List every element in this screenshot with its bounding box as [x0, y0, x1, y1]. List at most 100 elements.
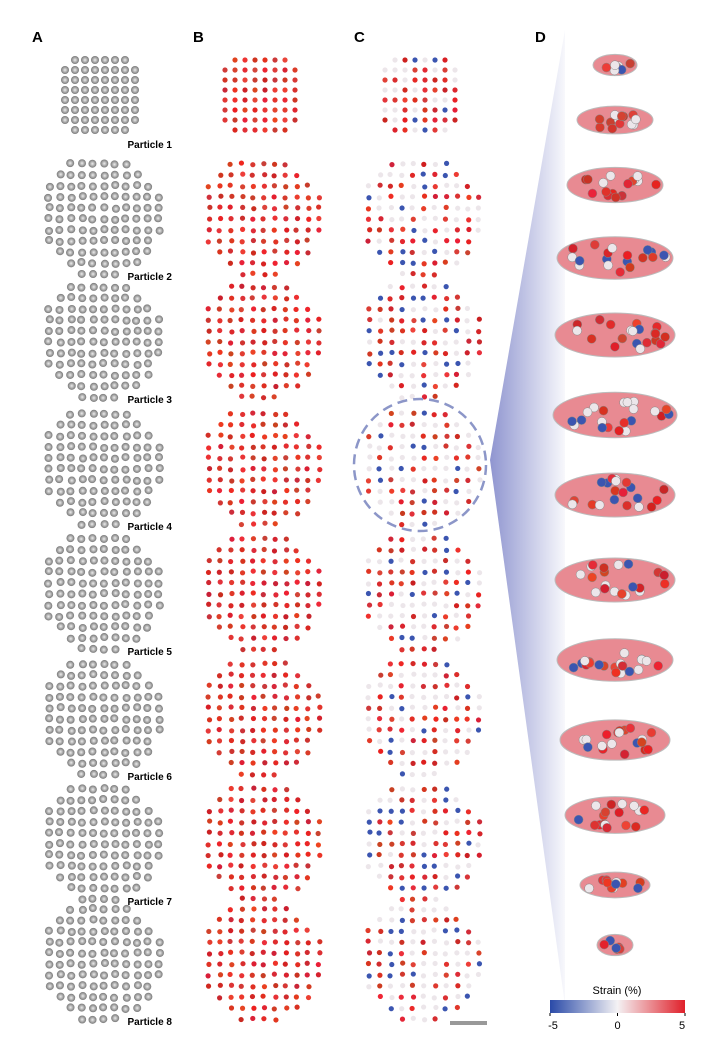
atom	[366, 973, 372, 979]
atom	[594, 660, 604, 670]
atom	[455, 938, 461, 945]
atom	[227, 907, 233, 913]
atom	[121, 360, 130, 369]
atom	[305, 602, 311, 609]
atom	[133, 726, 142, 735]
atom	[600, 583, 610, 594]
atom	[398, 661, 404, 667]
atom	[77, 567, 86, 576]
atom	[143, 476, 152, 485]
atom	[111, 315, 120, 324]
atom	[454, 317, 460, 323]
atom	[144, 464, 153, 473]
atom	[111, 633, 120, 642]
atom	[284, 547, 290, 553]
atom	[240, 433, 246, 439]
atom	[122, 807, 131, 816]
atom	[295, 797, 301, 803]
atom	[454, 830, 460, 837]
atom	[422, 228, 428, 234]
atom	[88, 949, 97, 958]
atom	[282, 917, 288, 923]
atom	[580, 656, 590, 666]
atom	[366, 841, 372, 847]
atom	[648, 252, 658, 262]
atom	[122, 475, 131, 484]
atom	[99, 905, 108, 914]
atom	[45, 861, 54, 870]
atom	[144, 927, 153, 936]
atom	[77, 927, 86, 936]
atom	[262, 272, 268, 278]
atom	[250, 662, 256, 668]
atom	[232, 127, 238, 133]
atom	[388, 863, 395, 870]
atom	[206, 445, 212, 451]
atom	[271, 305, 277, 312]
atom	[305, 227, 311, 233]
atom	[642, 337, 652, 348]
atom	[222, 77, 228, 83]
atom	[410, 962, 416, 968]
atom	[399, 172, 405, 178]
atom	[272, 818, 278, 825]
atom	[228, 547, 234, 553]
atom	[464, 993, 470, 999]
atom	[229, 536, 235, 542]
atom	[420, 536, 426, 542]
atom	[399, 318, 405, 324]
atom	[100, 215, 109, 224]
atom	[399, 634, 405, 641]
atom	[421, 694, 427, 701]
atom	[282, 660, 288, 666]
atom	[294, 874, 300, 880]
atom	[216, 547, 222, 553]
atom	[365, 558, 372, 564]
atom	[444, 786, 450, 792]
atom	[409, 249, 415, 256]
atom	[121, 971, 130, 980]
atom	[444, 487, 450, 493]
atom	[400, 226, 406, 232]
atom	[143, 948, 152, 957]
atom	[453, 171, 459, 178]
atom	[433, 820, 439, 826]
atom	[398, 499, 404, 505]
atom	[412, 97, 418, 103]
atom	[575, 569, 586, 580]
atom	[89, 970, 98, 979]
atom	[412, 87, 418, 93]
atom	[239, 478, 245, 484]
atom	[443, 797, 449, 803]
atom	[305, 306, 311, 312]
atom	[283, 635, 289, 642]
atom	[431, 601, 438, 607]
atom	[376, 851, 382, 858]
atom	[216, 306, 222, 312]
atom	[316, 215, 322, 222]
atom	[399, 830, 405, 836]
atom	[122, 432, 131, 441]
atom	[67, 381, 76, 390]
atom	[217, 295, 223, 301]
atom	[377, 972, 383, 978]
atom	[100, 520, 109, 529]
atom	[399, 306, 405, 313]
atom	[111, 236, 120, 245]
atom	[261, 294, 267, 300]
atom	[132, 759, 141, 768]
atom	[55, 326, 64, 335]
atom	[122, 884, 131, 893]
atom	[294, 592, 301, 598]
atom	[67, 590, 76, 599]
atom	[272, 271, 278, 277]
atom	[206, 361, 212, 367]
atom	[228, 603, 234, 609]
atom	[306, 683, 312, 689]
atom	[143, 304, 152, 313]
atom	[305, 434, 311, 440]
atom	[111, 215, 120, 224]
atom	[365, 581, 372, 587]
atom	[366, 360, 372, 367]
atom	[443, 478, 449, 484]
